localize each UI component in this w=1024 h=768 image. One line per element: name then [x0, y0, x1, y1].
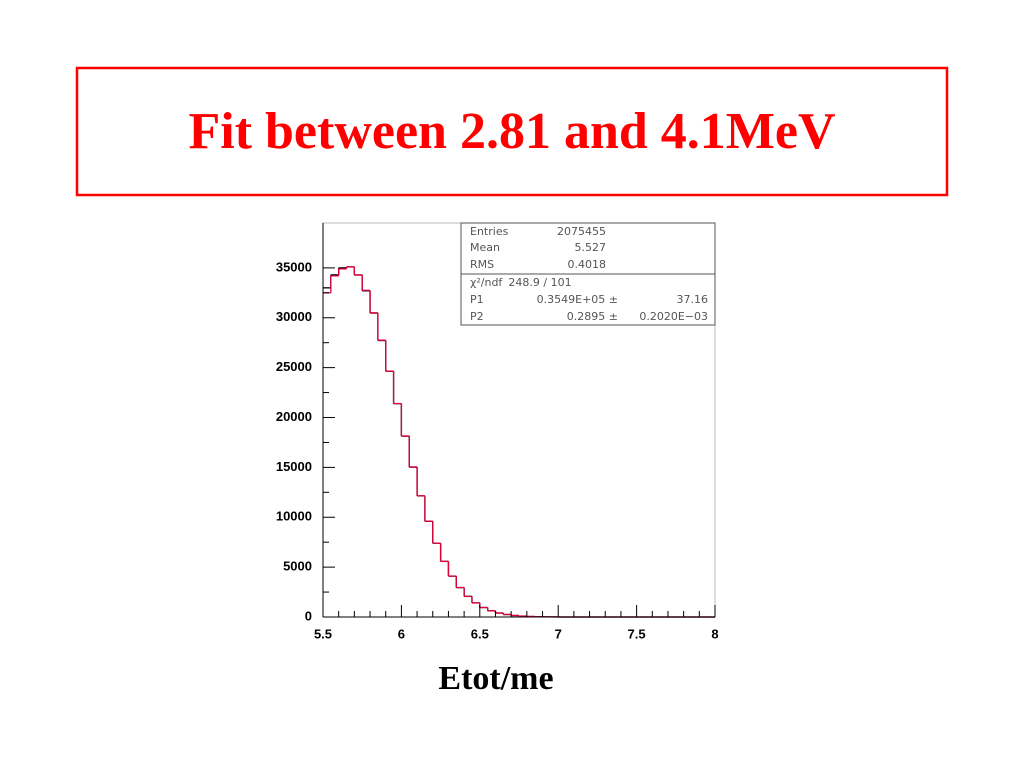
stats-text: Mean	[470, 241, 500, 254]
x-tick-label: 6.5	[471, 626, 489, 641]
stats-text: P2	[470, 310, 484, 323]
stats-text: χ²/ndf	[470, 276, 503, 289]
stats-text: 37.16	[677, 293, 709, 306]
x-tick-label: 7	[555, 626, 562, 641]
stats-text: P1	[470, 293, 484, 306]
stats-text: 0.2020E−03	[639, 310, 708, 323]
stats-text: 0.2895 ±	[567, 310, 618, 323]
stats-text: Entries	[470, 225, 509, 238]
stats-text: 0.3549E+05 ±	[537, 293, 618, 306]
stats-text: 5.527	[575, 241, 607, 254]
stats-text: RMS	[470, 258, 494, 271]
x-axis-label: Etot/me	[438, 660, 553, 697]
title-box	[75, 66, 949, 197]
x-tick-label: 6	[398, 626, 405, 641]
x-tick-label: 8	[711, 626, 718, 641]
y-tick-label: 10000	[276, 509, 312, 524]
chart-title: Fit between 2.81 and 4.1MeV	[188, 103, 835, 160]
y-tick-label: 15000	[276, 459, 312, 474]
stats-text: 248.9 / 101	[508, 276, 571, 289]
y-tick-label: 25000	[276, 359, 312, 374]
x-tick-label: 5.5	[314, 626, 332, 641]
y-tick-label: 20000	[276, 409, 312, 424]
stats-text: 0.4018	[568, 258, 607, 271]
stats-text: 2075455	[557, 225, 606, 238]
y-tick-label: 35000	[276, 259, 312, 274]
y-tick-label: 5000	[283, 559, 312, 574]
x-tick-label: 7.5	[628, 626, 646, 641]
y-tick-label: 30000	[276, 309, 312, 324]
y-tick-label: 0	[305, 608, 312, 623]
